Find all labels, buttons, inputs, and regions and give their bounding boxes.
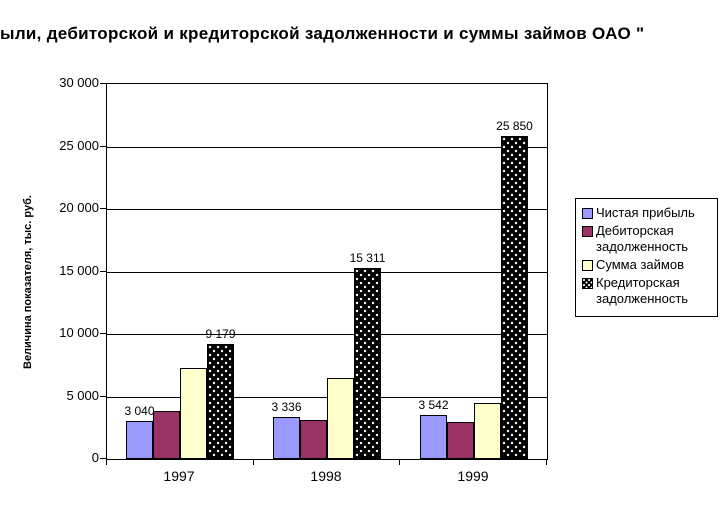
y-tick-label: 10 000: [59, 325, 99, 340]
y-axis-tick: [100, 271, 106, 272]
y-tick-label: 0: [91, 450, 99, 465]
bar-1997-s1: [153, 411, 180, 459]
y-axis-tick: [100, 396, 106, 397]
bar-value-label: 3 336: [271, 400, 302, 414]
legend-swatch-icon: [582, 260, 593, 271]
legend-swatch-icon: [582, 226, 593, 237]
x-axis-tick: [546, 460, 547, 465]
legend-label: Дебиторская задолженность: [596, 223, 689, 254]
chart-title: ыли, дебиторской и кредиторской задолжен…: [0, 24, 645, 43]
bar-1999-s1: [447, 422, 474, 459]
y-tick-label: 5 000: [66, 388, 99, 403]
x-tick-label-1999: 1999: [457, 468, 489, 484]
bar-1998-s3: [354, 268, 381, 459]
bar-1999-s3: [501, 136, 528, 459]
y-axis-tick: [100, 458, 106, 459]
legend-item-s3: Кредиторская задолженность: [582, 275, 713, 307]
y-axis-tick: [100, 333, 106, 334]
bar-1997-s3: [207, 344, 234, 459]
bar-1998-s2: [327, 378, 354, 459]
bar-1999-s0: [420, 415, 447, 459]
legend-label: Сумма займов: [596, 257, 684, 272]
gridline: [107, 147, 547, 148]
legend-item-s1: Дебиторская задолженность: [582, 223, 713, 255]
x-axis-tick: [253, 460, 254, 465]
y-axis-tick: [100, 208, 106, 209]
y-axis-tick: [100, 83, 106, 84]
bar-value-label: 25 850: [496, 119, 533, 133]
legend-swatch-icon: [582, 278, 593, 289]
bar-1999-s2: [474, 403, 501, 459]
gridline: [107, 334, 547, 335]
y-tick-label: 25 000: [59, 138, 99, 153]
bar-value-label: 9 179: [205, 327, 236, 341]
x-axis-tick: [399, 460, 400, 465]
gridline: [107, 272, 547, 273]
y-tick-label: 30 000: [59, 75, 99, 90]
legend-item-s2: Сумма займов: [582, 257, 713, 273]
x-tick-label-1997: 1997: [163, 468, 195, 484]
gridline: [107, 209, 547, 210]
bar-value-label: 15 311: [349, 251, 386, 265]
plot-area: 3 040 3 336 3 542 9 179 15 311 25 850: [106, 83, 548, 460]
legend-swatch-icon: [582, 208, 593, 219]
bar-value-label: 3 040: [124, 404, 155, 418]
y-axis-tick: [100, 146, 106, 147]
bar-value-label: 3 542: [418, 398, 449, 412]
bar-1998-s0: [273, 417, 300, 459]
legend-label: Кредиторская задолженность: [596, 275, 689, 306]
bar-1998-s1: [300, 420, 327, 459]
x-axis-tick: [106, 460, 107, 465]
legend-label: Чистая прибыль: [596, 205, 695, 220]
legend-item-s0: Чистая прибыль: [582, 205, 713, 221]
bar-1997-s0: [126, 421, 153, 459]
x-tick-label-1998: 1998: [310, 468, 342, 484]
y-tick-label: 20 000: [59, 200, 99, 215]
bar-1997-s2: [180, 368, 207, 459]
legend: Чистая прибыль Дебиторская задолженность С…: [575, 198, 718, 317]
y-tick-label: 15 000: [59, 263, 99, 278]
